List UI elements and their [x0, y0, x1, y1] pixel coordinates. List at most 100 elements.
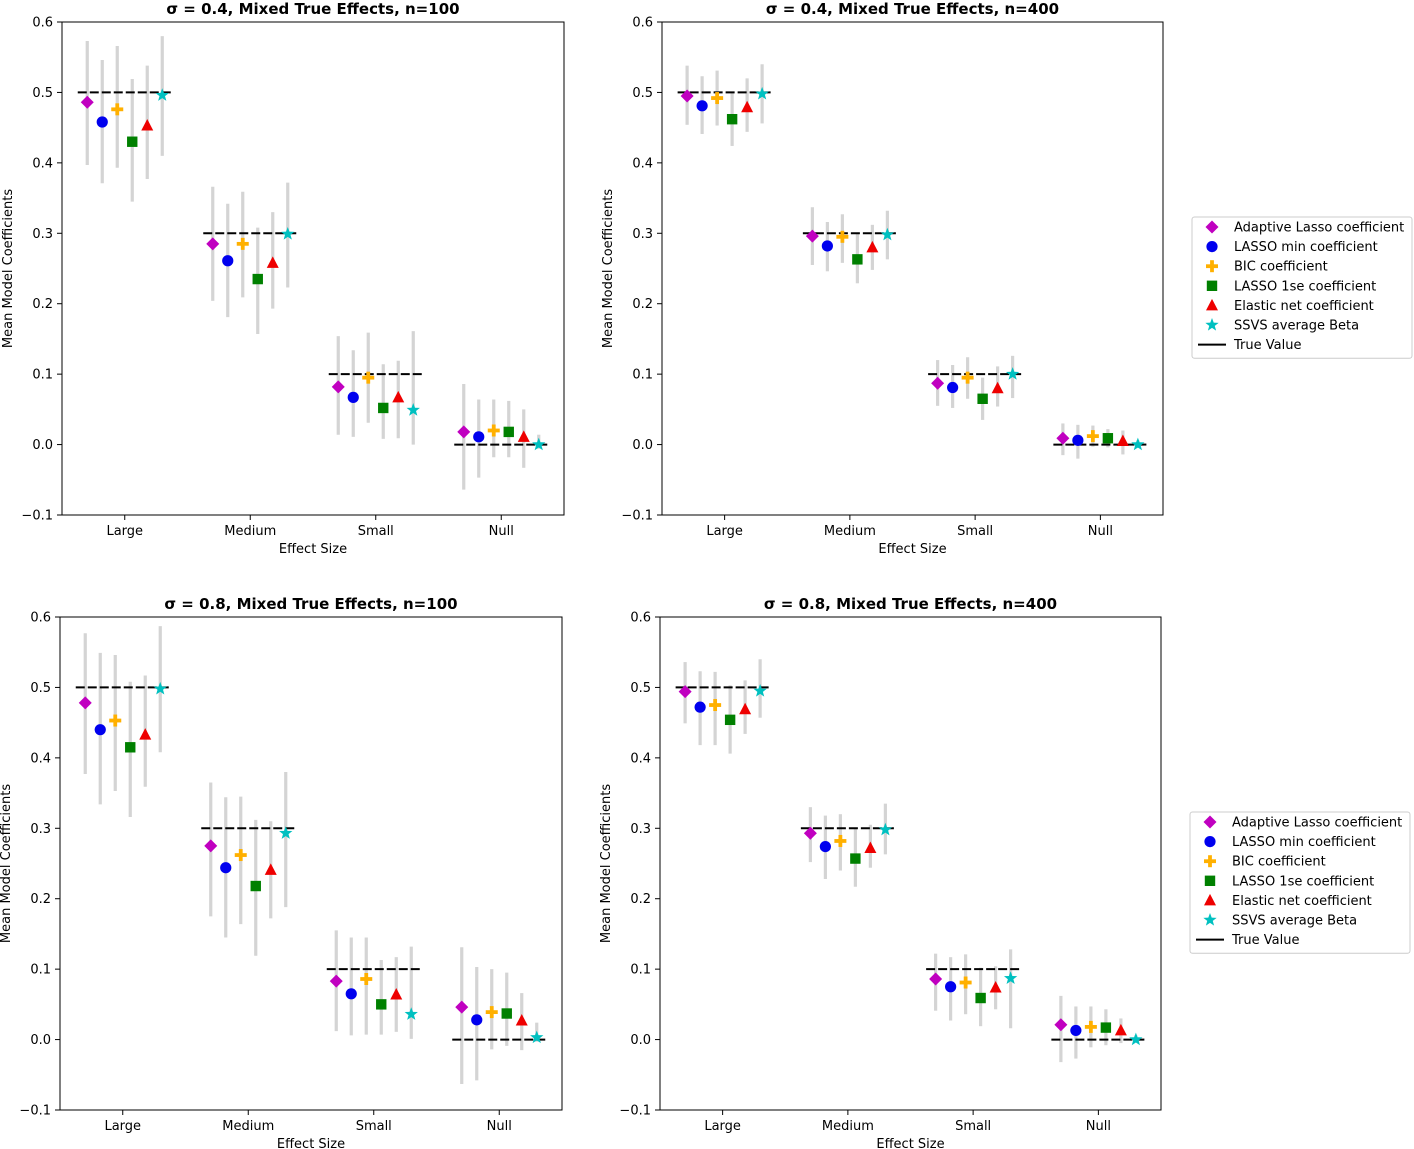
y-tick-label: 0.3 — [32, 227, 53, 242]
data-point — [864, 841, 877, 854]
data-point — [347, 391, 359, 403]
y-tick-label: 0.1 — [30, 963, 51, 978]
data-point — [250, 880, 261, 892]
legend-marker — [1203, 815, 1217, 829]
data-point — [234, 849, 247, 862]
data-point — [1072, 434, 1084, 446]
chart-panel: σ = 0.8, Mixed True Effects, n=400 −0.1 0.… — [599, 595, 1411, 1149]
data-point — [1086, 430, 1099, 443]
y-tick-label: 0.1 — [32, 368, 53, 383]
data-point — [530, 1030, 544, 1044]
data-point — [331, 380, 345, 394]
data-point — [1102, 433, 1114, 444]
data-point — [362, 371, 375, 384]
data-point — [878, 822, 893, 836]
legend-label: LASSO min coefficient — [1232, 835, 1376, 850]
y-tick-label: 0.6 — [632, 16, 653, 31]
data-point — [975, 992, 986, 1004]
legend-label: True Value — [1231, 933, 1299, 948]
y-tick-label: 0.0 — [30, 1033, 51, 1048]
data-point — [206, 237, 220, 251]
y-tick-label: −0.1 — [21, 509, 53, 524]
chart-title: σ = 0.4, Mixed True Effects, n=100 — [166, 0, 459, 18]
legend-frame — [1191, 216, 1413, 359]
data-point — [991, 381, 1004, 394]
data-point — [390, 987, 403, 1000]
legend-marker — [1204, 855, 1216, 868]
y-axis-label: Mean Model Coefficients — [601, 189, 616, 348]
legend-label: Adaptive Lasso coefficient — [1234, 221, 1404, 236]
data-point — [989, 980, 1002, 993]
x-tick-label: Null — [487, 1119, 512, 1134]
data-point — [378, 402, 389, 414]
data-point — [109, 714, 122, 727]
chart-panel: σ = 0.4, Mixed True Effects, n=100 −0.1 0.… — [1, 0, 565, 557]
y-tick-label: 0.2 — [630, 892, 651, 907]
x-axis-label: Effect Size — [876, 1137, 944, 1149]
y-tick-label: 0.5 — [30, 681, 51, 696]
chart-title: σ = 0.4, Mixed True Effects, n=400 — [766, 0, 1059, 18]
data-point — [1005, 367, 1020, 380]
data-point — [153, 681, 167, 695]
data-point — [947, 381, 959, 394]
data-point — [78, 696, 92, 710]
data-point — [503, 426, 514, 438]
x-axis-label: Effect Size — [878, 542, 946, 557]
data-point — [850, 853, 861, 864]
y-tick-label: 0.5 — [632, 86, 653, 101]
data-point — [1129, 1032, 1143, 1046]
legend-label: True Value — [1233, 338, 1301, 353]
plot-frame — [661, 21, 1164, 516]
legend-frame — [1189, 811, 1411, 954]
x-tick-label: Small — [358, 524, 394, 539]
x-tick-label: Small — [957, 524, 993, 539]
data-point — [931, 376, 945, 390]
plot-frame — [61, 21, 565, 516]
data-point — [680, 89, 694, 103]
legend-label: BIC coefficient — [1234, 260, 1328, 275]
legend-label: SSVS average Beta — [1232, 914, 1357, 929]
data-point — [392, 390, 405, 403]
data-point — [279, 826, 293, 839]
data-point — [977, 393, 988, 404]
data-point — [1131, 437, 1145, 451]
y-tick-label: 0.5 — [630, 681, 651, 696]
data-point — [127, 136, 138, 147]
data-point — [834, 834, 847, 847]
legend-label: LASSO 1se coefficient — [1234, 279, 1376, 294]
data-point — [724, 714, 736, 726]
x-tick-label: Small — [955, 1119, 991, 1134]
data-point — [264, 863, 277, 875]
data-point — [852, 254, 863, 265]
y-tick-label: 0.4 — [30, 751, 51, 766]
y-axis-label: Mean Model Coefficients — [1, 189, 16, 348]
data-point — [1056, 431, 1070, 445]
data-point — [1003, 971, 1018, 984]
data-point — [515, 1014, 528, 1026]
data-point — [266, 256, 279, 268]
y-tick-label: 0.3 — [632, 227, 653, 242]
x-tick-label: Null — [1086, 1119, 1111, 1134]
data-point — [1084, 1020, 1097, 1033]
legend-marker — [1206, 280, 1218, 291]
data-point — [696, 100, 708, 112]
data-point — [880, 227, 895, 241]
legend-marker — [1206, 241, 1218, 253]
y-tick-label: −0.1 — [619, 1104, 651, 1119]
data-point — [753, 683, 767, 697]
y-tick-label: 0.4 — [630, 751, 651, 766]
legend: Adaptive Lasso coefficient LASSO min coef… — [1189, 811, 1411, 954]
data-point — [111, 103, 124, 116]
x-tick-label: Small — [356, 1119, 392, 1134]
y-axis-label: Mean Model Coefficients — [0, 784, 14, 943]
y-tick-label: 0.5 — [32, 86, 53, 101]
legend-marker — [1205, 220, 1219, 234]
y-tick-label: 0.0 — [630, 1033, 651, 1048]
x-tick-label: Large — [104, 1119, 141, 1134]
data-point — [709, 699, 722, 712]
x-tick-label: Medium — [824, 524, 876, 539]
chart-title: σ = 0.8, Mixed True Effects, n=100 — [164, 595, 457, 613]
data-point — [959, 976, 972, 989]
y-tick-label: 0.2 — [32, 297, 53, 312]
